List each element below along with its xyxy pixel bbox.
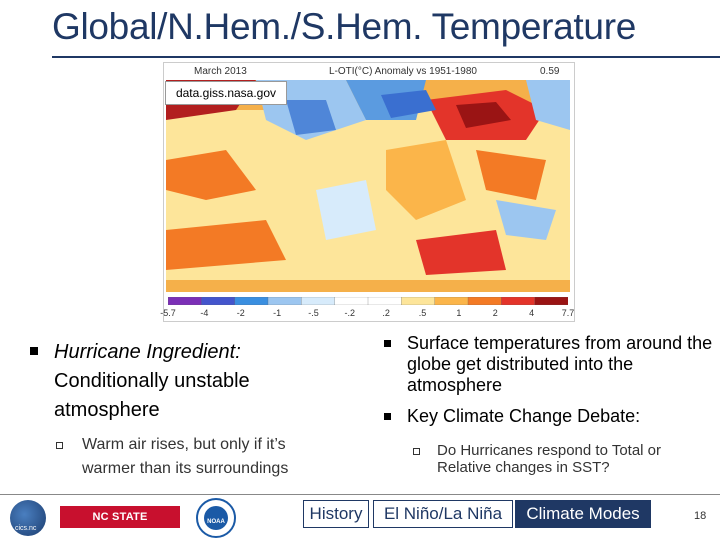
nav-el-nino-button[interactable]: El Niño/La Niña xyxy=(373,500,513,528)
footer-divider xyxy=(0,494,720,495)
colorbar-segment xyxy=(234,297,269,305)
right-subbullet-text: Do Hurricanes respond to Total or Relati… xyxy=(437,442,662,476)
left-bullet: Hurricane Ingredient: Conditionally unst… xyxy=(30,338,310,425)
colorbar-segment xyxy=(534,297,568,305)
noaa-logo: NOAA xyxy=(196,498,236,538)
slide-number: 18 xyxy=(694,510,707,522)
right-bullet-2-text: Key Climate Change Debate: xyxy=(407,406,641,426)
right-bullet-2: Key Climate Change Debate: xyxy=(384,406,714,427)
left-bullet-rest: Conditionally unstable atmosphere xyxy=(54,370,250,421)
hollow-square-icon xyxy=(413,448,420,455)
colorbar-tick-label: -1 xyxy=(273,308,282,318)
noaa-emblem-icon: NOAA xyxy=(204,506,228,530)
hollow-square-icon xyxy=(56,442,63,449)
bullet-square-icon xyxy=(30,347,38,355)
slide-title: Global/N.Hem./S.Hem. Temperature xyxy=(52,6,636,47)
map-global-mean: 0.59 xyxy=(540,66,560,77)
anomaly-map-image xyxy=(166,80,570,292)
colorbar-segment xyxy=(434,297,469,305)
map-header: March 2013 L-OTI(°C) Anomaly vs 1951-198… xyxy=(164,63,574,79)
colorbar-segment xyxy=(334,297,369,305)
colorbar-tick-label: -4 xyxy=(200,308,209,318)
cics-globe-logo xyxy=(10,500,46,536)
colorbar xyxy=(168,297,568,305)
nc-state-logo: NC STATE UNIVERSITY xyxy=(60,506,180,545)
colorbar-tick-label: -.5 xyxy=(308,308,319,318)
right-bullet-1: Surface temperatures from around the glo… xyxy=(384,333,714,396)
bullet-square-icon xyxy=(384,340,391,347)
map-date: March 2013 xyxy=(194,66,247,77)
colorbar-tick-label: .2 xyxy=(382,308,390,318)
cics-logo-text: cics.nc xyxy=(15,525,37,532)
colorbar-tick-label: 1 xyxy=(456,308,462,318)
nav-climate-modes-button[interactable]: Climate Modes xyxy=(515,500,651,528)
left-subbullet-text: Warm air rises, but only if it’s warmer … xyxy=(82,436,289,477)
right-bullet-1-text: Surface temperatures from around the glo… xyxy=(407,333,713,395)
right-subbullet: Do Hurricanes respond to Total or Relati… xyxy=(413,442,713,476)
colorbar-segment xyxy=(267,297,302,305)
colorbar-tick-label: -.2 xyxy=(344,308,356,318)
title-underline xyxy=(52,56,720,58)
colorbar-tick-label: 4 xyxy=(529,308,535,318)
colorbar-segment xyxy=(201,297,236,305)
colorbar-segment xyxy=(367,297,402,305)
colorbar-segment xyxy=(501,297,536,305)
left-bullet-emphasis: Hurricane Ingredient: xyxy=(54,341,241,363)
bullet-square-icon xyxy=(384,413,391,420)
colorbar-tick-label: -2 xyxy=(236,308,245,318)
colorbar-segment xyxy=(301,297,336,305)
noaa-text: NOAA xyxy=(207,519,225,525)
colorbar-tick-label: -5.7 xyxy=(160,308,176,318)
colorbar-tick-label: 2 xyxy=(492,308,498,318)
source-label: data.giss.nasa.gov xyxy=(165,81,287,105)
colorbar-tick-label: .5 xyxy=(418,308,427,318)
left-subbullet: Warm air rises, but only if it’s warmer … xyxy=(56,433,336,481)
colorbar-tick-label: 7.7 xyxy=(561,308,575,318)
colorbar-segment xyxy=(168,297,202,305)
colorbar-segment xyxy=(467,297,502,305)
nav-history-button[interactable]: History xyxy=(303,500,369,528)
colorbar-segment xyxy=(401,297,436,305)
map-caption: L-OTI(°C) Anomaly vs 1951-1980 xyxy=(329,66,477,77)
